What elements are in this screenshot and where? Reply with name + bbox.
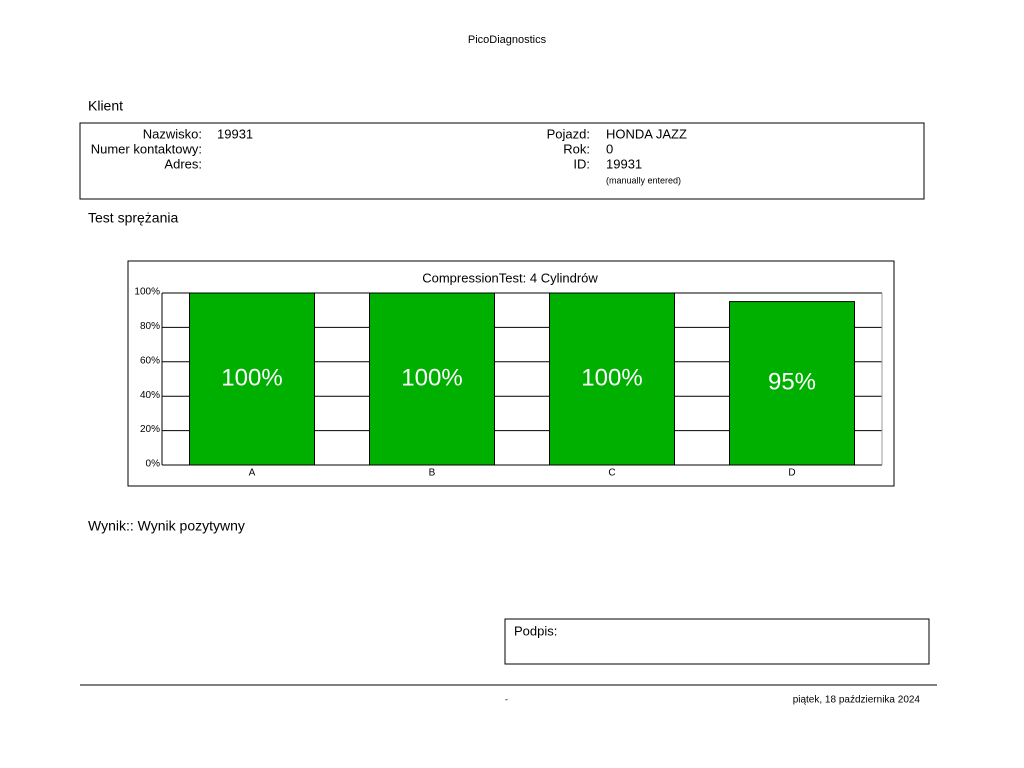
y-tick-label: 80% [140,321,160,332]
id-note: (manually entered) [606,175,681,185]
field-value: 0 [606,141,613,156]
x-tick-label: D [788,468,795,479]
field-label: Nazwisko: [143,126,202,141]
value-label: 100% [221,364,282,391]
chart-frame [127,260,895,487]
footer-left: - [505,694,508,704]
x-tick-label: B [429,468,436,479]
field-value: HONDA JAZZ [606,126,687,141]
field-value: 19931 [217,126,253,141]
client-box [79,122,925,200]
y-tick-label: 40% [140,390,160,401]
y-tick-label: 20% [140,424,160,435]
footer-date: piątek, 18 października 2024 [793,695,921,706]
bar [729,301,855,466]
value-label: 100% [401,364,462,391]
field-label: Adres: [164,156,202,171]
bar [549,292,675,466]
signature-label: Podpis: [514,623,557,638]
bar [369,292,495,466]
y-tick-label: 60% [140,355,160,366]
field-value: 19931 [606,156,642,171]
x-tick-label: A [249,468,256,479]
bar [189,292,315,466]
y-tick-label: 100% [134,287,160,298]
y-tick-label: 0% [146,459,161,470]
field-label: ID: [573,156,590,171]
field-label: Numer kontaktowy: [91,141,202,156]
chart-title: CompressionTest: 4 Cylindrów [422,270,598,285]
value-label: 100% [581,364,642,391]
result: Wynik:: Wynik pozytywny [88,518,245,534]
client-heading: Klient [88,98,123,114]
x-tick-label: C [608,468,615,479]
test-heading: Test sprężania [88,210,178,226]
signature-box [504,618,930,665]
app-title: PicoDiagnostics [468,34,547,46]
value-label: 95% [768,369,816,396]
field-label: Pojazd: [547,126,590,141]
field-label: Rok: [563,141,590,156]
plot: 0% 20% 40% 60% 80% 100% 100% A 100% B 100% C 95% D [134,287,883,479]
